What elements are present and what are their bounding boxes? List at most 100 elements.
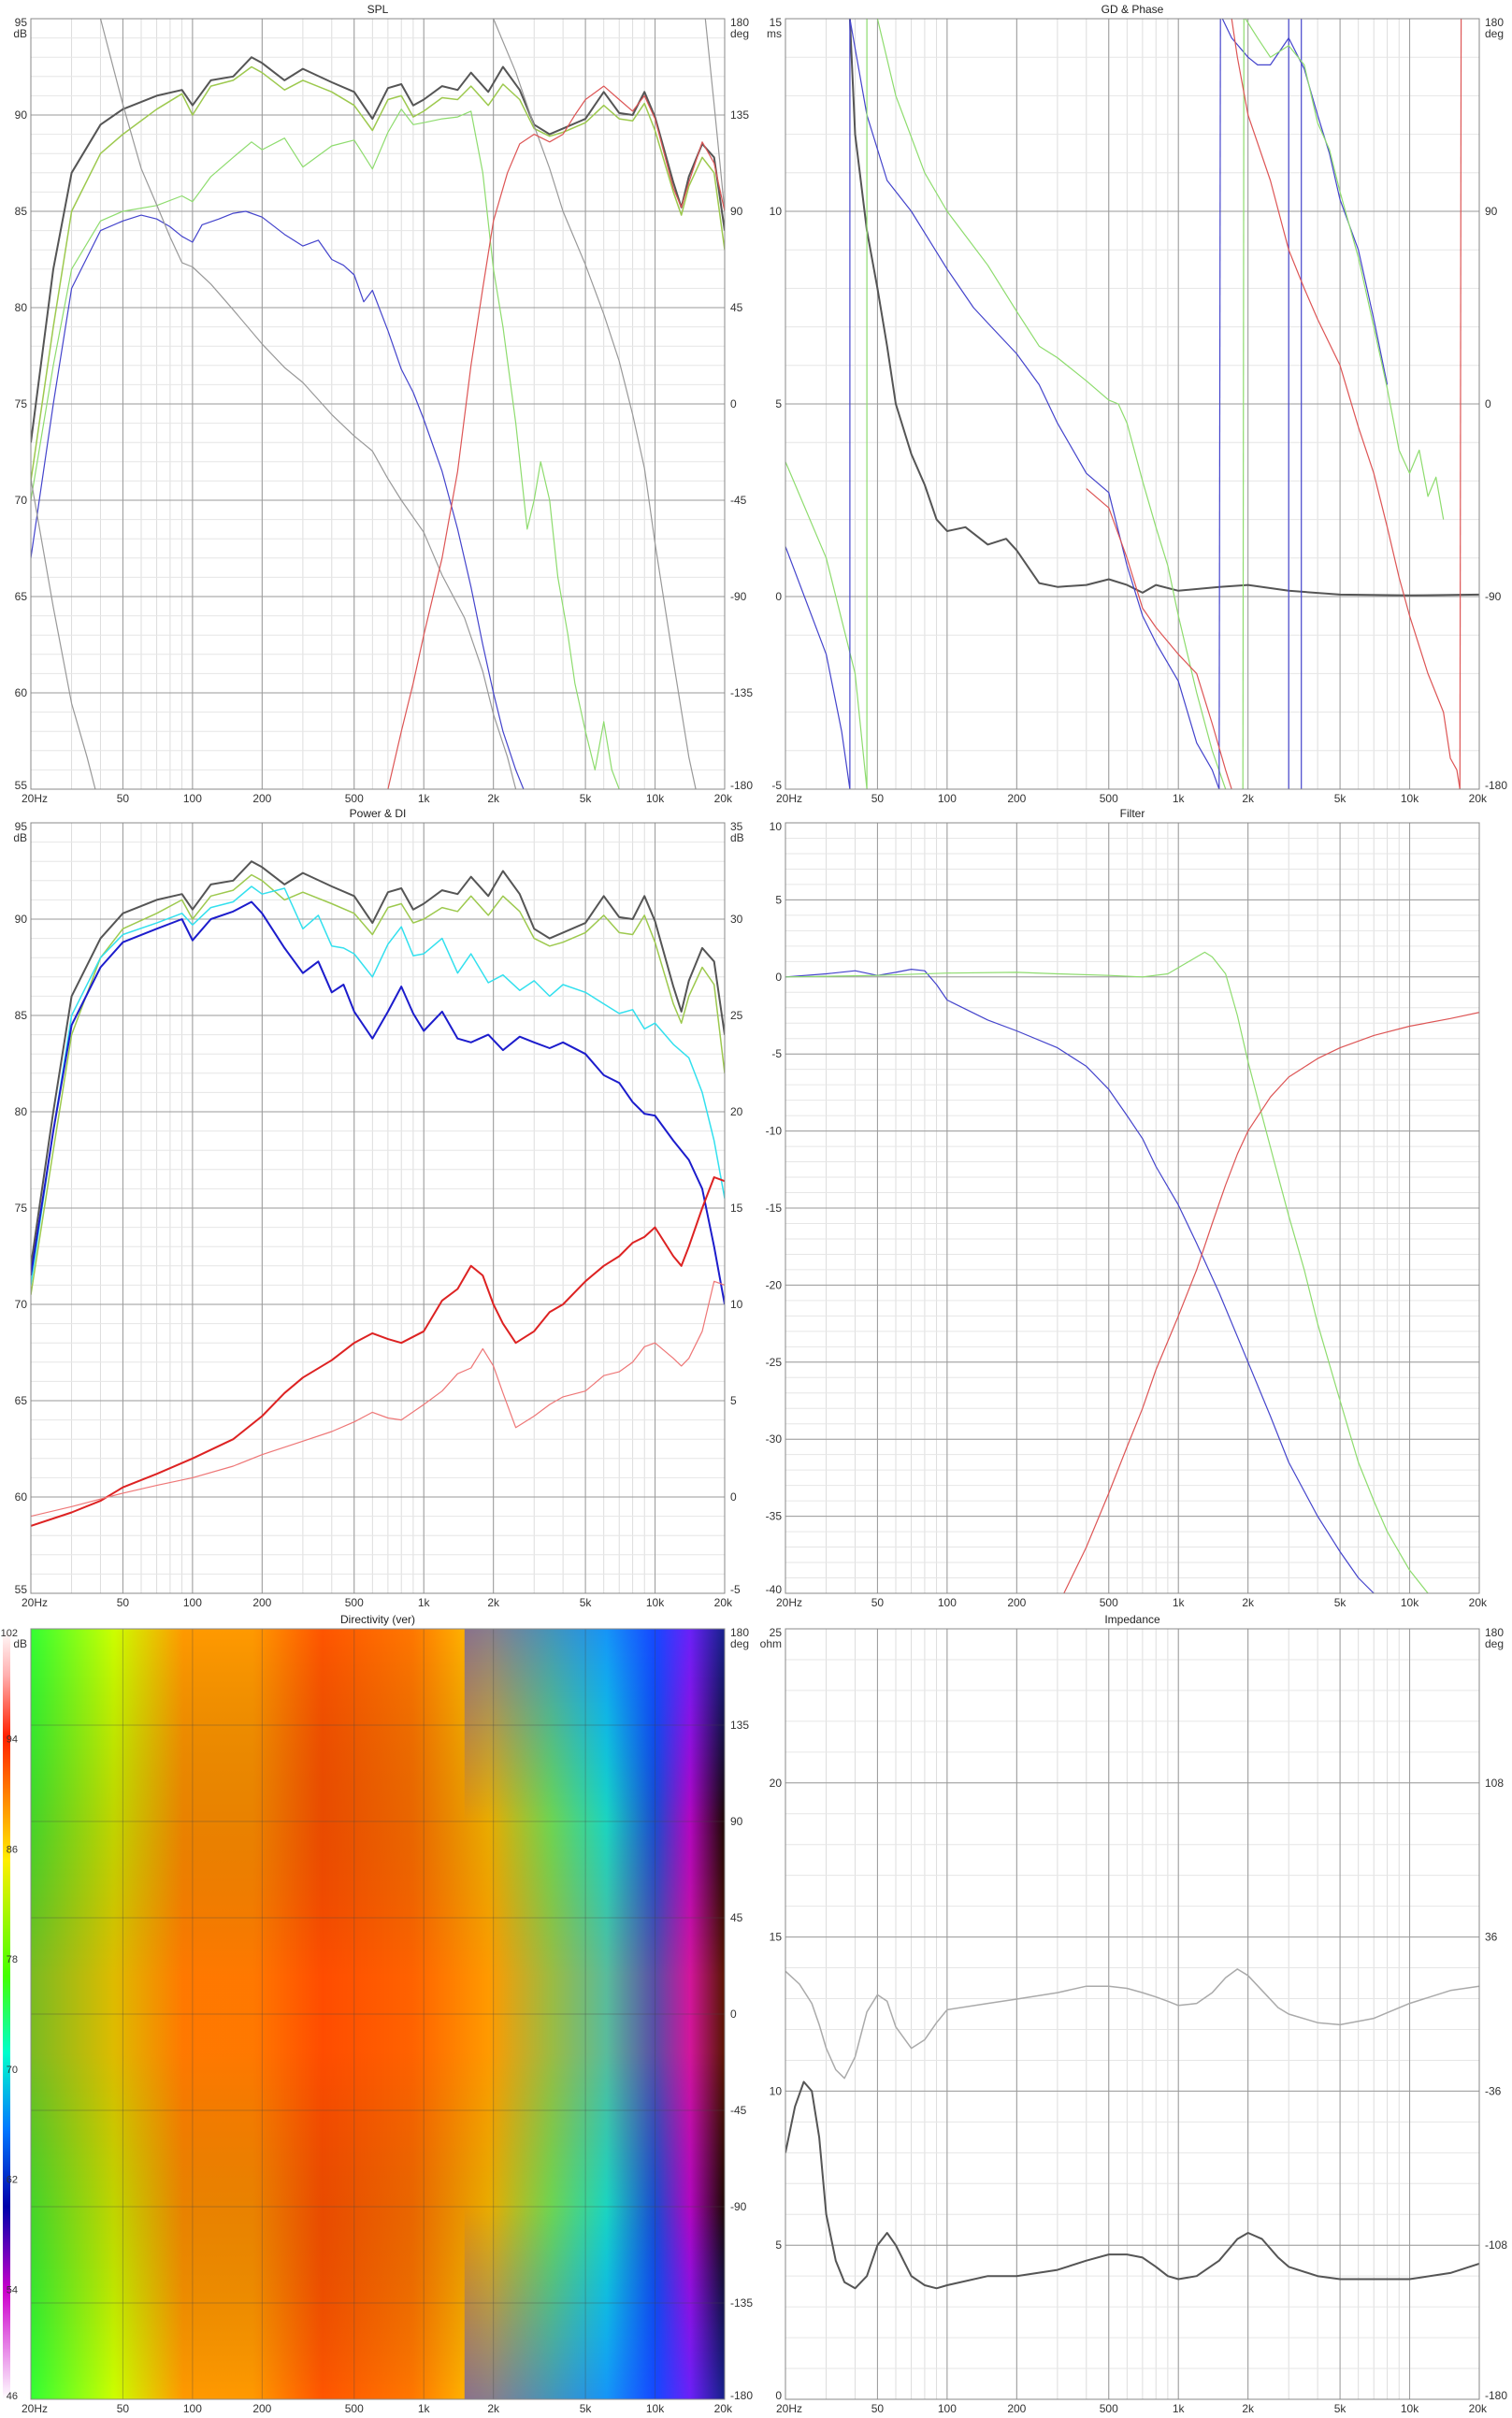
- series-line-1: [848, 19, 1479, 597]
- x-tick-label: 20Hz: [776, 2402, 802, 2415]
- y2-tick-label: 30: [730, 913, 743, 926]
- y2-tick-label: 15: [730, 1202, 743, 1215]
- y2-tick-label: 5: [730, 1394, 737, 1407]
- chart-power: Power & DI 95 90 85 80 75 70 65 60 55 35 30 25 20 15 10…: [13, 807, 743, 1609]
- y2-tick-label: -45: [730, 494, 747, 507]
- y-tick-label: 75: [15, 397, 28, 410]
- y2-tick-label: 135: [730, 108, 749, 122]
- y-tick-label: 25: [770, 1626, 783, 1639]
- y2-unit-label: deg: [1485, 27, 1504, 40]
- y-tick-label: 90: [15, 108, 28, 122]
- series-group: [785, 1968, 1479, 2290]
- y-tick-label: 95: [15, 820, 28, 833]
- y2-tick-label: -180: [1485, 2389, 1507, 2402]
- y-tick-label: 65: [15, 590, 28, 603]
- y-tick-label: 10: [770, 2084, 783, 2097]
- x-tick-label: 20k: [1469, 2402, 1488, 2415]
- y-tick-label: -35: [766, 1510, 783, 1523]
- y-tick-label: 95: [15, 16, 28, 29]
- y2-tick-label: 180: [1485, 16, 1504, 29]
- y2-tick-label: 20: [730, 1105, 743, 1118]
- x-tick-label: 50: [117, 1596, 130, 1609]
- x-tick-label: 50: [871, 2402, 885, 2415]
- series-line-2: [785, 461, 868, 789]
- x-tick-label: 2k: [1242, 1596, 1255, 1609]
- y-tick-label: 85: [15, 205, 28, 218]
- plot-area: [785, 1629, 1479, 2399]
- y2-tick-label: -90: [1485, 590, 1502, 603]
- y2-tick-label: 45: [730, 301, 743, 314]
- y-tick-label: 80: [15, 1105, 28, 1118]
- x-tick-label: 2k: [487, 792, 500, 805]
- y-tick-label: -40: [766, 1583, 783, 1596]
- series-line-16: [1459, 19, 1462, 789]
- y2-tick-label: -90: [730, 2200, 747, 2213]
- y2-tick-label: 10: [730, 1298, 743, 1311]
- y-tick-label: 5: [775, 893, 782, 906]
- y2-tick-label: -36: [1485, 2084, 1502, 2097]
- series-line-2: [31, 65, 725, 482]
- x-tick-label: 500: [345, 792, 364, 805]
- y-tick-label: 90: [15, 913, 28, 926]
- y-tick-label: 5: [775, 397, 782, 410]
- x-tick-label: 500: [1100, 1596, 1118, 1609]
- y-tick-label: -30: [766, 1432, 783, 1446]
- series-line-6: [31, 1280, 725, 1518]
- x-tick-label: 20Hz: [776, 792, 802, 805]
- y2-tick-label: 0: [730, 2008, 737, 2021]
- y2-tick-label: 25: [730, 1009, 743, 1022]
- series-line-2: [31, 873, 725, 1295]
- plot-border: [785, 822, 1480, 1594]
- y2-tick-label: 180: [730, 1626, 749, 1639]
- x-tick-label: 2k: [487, 1596, 500, 1609]
- x-tick-label: 200: [252, 792, 271, 805]
- y2-unit-label: deg: [1485, 1637, 1504, 1650]
- plot-border: [30, 1628, 726, 2400]
- y-tick-label: 20: [770, 1777, 783, 1790]
- x-tick-label: 10k: [646, 2402, 665, 2415]
- x-tick-label: 50: [117, 792, 130, 805]
- y2-unit-label: deg: [730, 27, 749, 40]
- x-tick-label: 500: [1100, 2402, 1118, 2415]
- x-tick-label: 200: [252, 2402, 271, 2415]
- x-tick-label: 200: [1007, 2402, 1026, 2415]
- colorbar: [3, 1629, 10, 2399]
- y-tick-label: 15: [770, 1931, 783, 1944]
- x-tick-label: 50: [871, 792, 885, 805]
- colorbar-tick-label: 94: [7, 1734, 18, 1746]
- y-tick-label: 60: [15, 686, 28, 699]
- y-tick-label: -5: [771, 779, 782, 792]
- y2-unit-label: deg: [730, 1637, 749, 1650]
- y-tick-label: 10: [770, 820, 783, 833]
- x-tick-label: 5k: [1334, 1596, 1347, 1609]
- x-tick-label: 100: [938, 792, 957, 805]
- series-line-5: [849, 19, 1220, 789]
- x-tick-label: 200: [252, 1596, 271, 1609]
- x-tick-label: 10k: [1401, 2402, 1419, 2415]
- series-line-4: [785, 546, 851, 789]
- y-tick-label: 0: [775, 590, 782, 603]
- series-line-4: [31, 210, 525, 789]
- x-tick-label: 500: [1100, 792, 1118, 805]
- series-line-6: [99, 19, 517, 789]
- y2-tick-label: 0: [1485, 397, 1491, 410]
- y2-tick-label: 180: [730, 16, 749, 29]
- series-line-8: [704, 19, 725, 212]
- x-tick-label: 10k: [1401, 792, 1419, 805]
- y2-tick-label: -180: [730, 2389, 753, 2402]
- series-line-12: [1242, 19, 1245, 789]
- x-tick-label: 5k: [580, 2402, 593, 2415]
- x-tick-label: 1k: [418, 2402, 431, 2415]
- x-tick-label: 50: [871, 1596, 885, 1609]
- y-unit-label: ohm: [760, 1637, 782, 1650]
- y2-tick-label: -90: [730, 590, 747, 603]
- chart-title: GD & Phase: [1102, 3, 1164, 16]
- y-unit-label: ms: [767, 27, 782, 40]
- series-line-5: [31, 478, 96, 789]
- chart-title: Power & DI: [350, 807, 407, 820]
- y2-tick-label: 45: [730, 1911, 743, 1924]
- x-tick-label: 10k: [646, 1596, 665, 1609]
- x-tick-label: 20k: [1469, 792, 1488, 805]
